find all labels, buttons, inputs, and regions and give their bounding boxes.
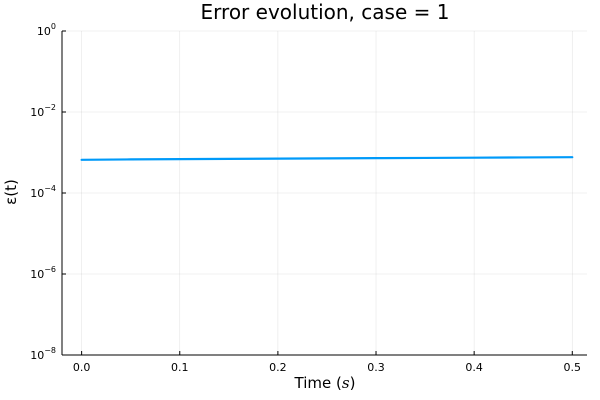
chart-title: Error evolution, case = 1	[201, 0, 450, 24]
x-axis-title-text: Time (	[294, 374, 342, 392]
ticks: 0.0 0.1 0.2 0.3 0.4 0.5 10−8 10−6 10−4 10−2 100	[30, 22, 581, 374]
y-tick-label: 10−4	[30, 184, 56, 200]
x-axis-title-close: )	[350, 374, 356, 392]
x-axis-title-unit: s	[342, 374, 350, 392]
x-tick-label: 0.2	[269, 361, 287, 374]
series	[80, 156, 574, 161]
y-axis-title: ε(t)	[2, 179, 20, 205]
series-line-1	[80, 156, 574, 161]
x-tick-label: 0.1	[171, 361, 189, 374]
x-tick-label: 0.4	[465, 361, 483, 374]
y-tick-label: 10−6	[30, 265, 56, 281]
x-tick-label: 0.0	[73, 361, 91, 374]
x-axis-title: Time (s)	[294, 374, 356, 392]
x-tick-label: 0.3	[367, 361, 385, 374]
y-tick-label: 10−8	[30, 346, 56, 362]
x-tick-label: 0.5	[564, 361, 582, 374]
y-tick-label: 100	[37, 22, 56, 38]
y-tick-label: 10−2	[30, 103, 56, 119]
